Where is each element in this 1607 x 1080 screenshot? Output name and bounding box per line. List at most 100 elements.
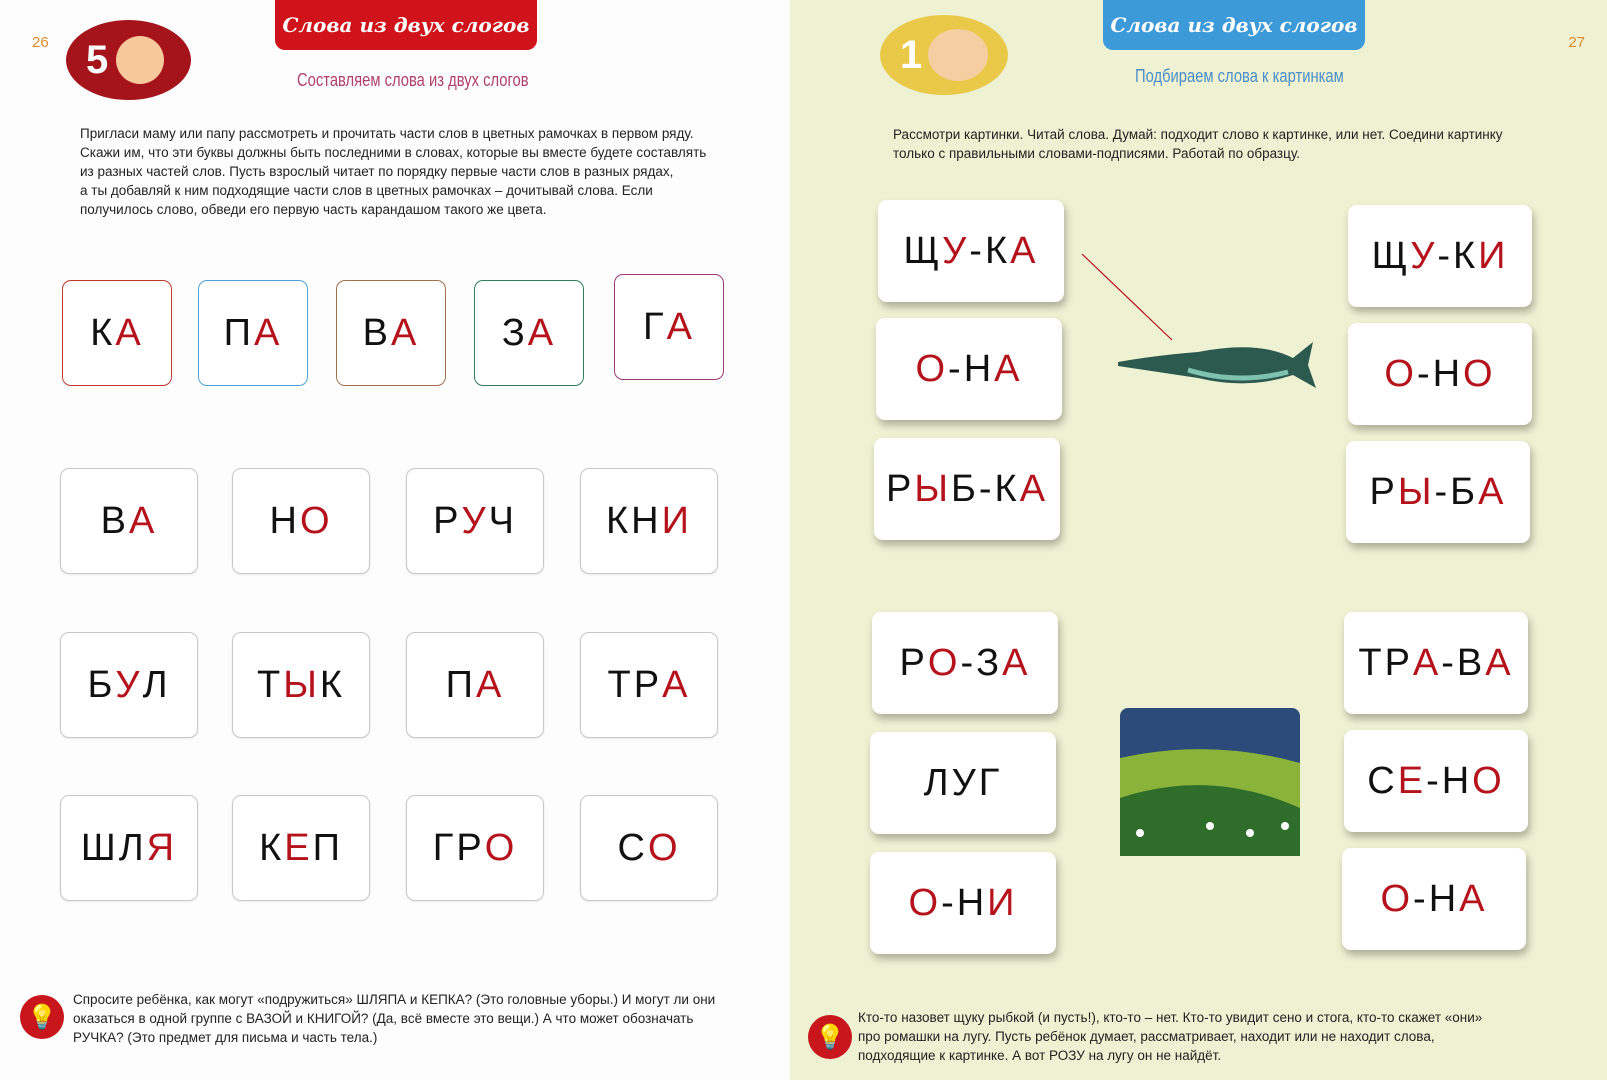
black-letters: С bbox=[1367, 759, 1398, 802]
red-letters: Ы bbox=[283, 663, 320, 706]
mother-child-icon bbox=[928, 29, 989, 81]
page-number: 26 bbox=[32, 34, 49, 51]
syllable-card: Р Ы Б-К А bbox=[874, 438, 1060, 540]
red-letters: А bbox=[115, 311, 144, 354]
subtitle: Составляем слова из двух слогов bbox=[297, 70, 529, 90]
black-letters: З bbox=[501, 311, 528, 354]
note-line: подходящие к картинке. А вот РОЗУ на луг… bbox=[858, 1048, 1222, 1063]
exercise-number: 1 bbox=[900, 32, 923, 77]
red-letters: О bbox=[484, 826, 518, 869]
boy-face-icon bbox=[116, 36, 165, 84]
black-letters: Г bbox=[643, 305, 667, 348]
red-letters: А bbox=[662, 663, 691, 706]
red-letters: А bbox=[994, 347, 1023, 390]
syllable-card: О -Н А bbox=[876, 318, 1062, 420]
parent-note: Спросите ребёнка, как могут «подружиться… bbox=[73, 990, 715, 1047]
red-letters: А bbox=[1002, 641, 1031, 684]
black-letters: П bbox=[312, 826, 343, 869]
black-letters: Р bbox=[433, 499, 462, 542]
instructions: Рассмотри картинки. Читай слова. Думай: … bbox=[893, 125, 1503, 163]
connector-line bbox=[1081, 253, 1173, 341]
instruction-line: только с правильными словами-подписями. … bbox=[893, 146, 1301, 161]
black-letters: К bbox=[319, 663, 345, 706]
red-letters: А bbox=[1019, 467, 1049, 510]
black-letters: Р bbox=[885, 467, 915, 510]
syllable-card: О -Н А bbox=[1342, 848, 1526, 950]
red-letters: О bbox=[908, 881, 942, 924]
lightbulb-icon: 💡 bbox=[808, 1015, 852, 1059]
pike-fish-illustration bbox=[1118, 342, 1316, 388]
black-letters: -В bbox=[1441, 641, 1486, 684]
black-letters: ГР bbox=[432, 826, 485, 869]
black-letters: Щ bbox=[903, 229, 943, 272]
syllable-card: КН И bbox=[580, 468, 718, 574]
red-letters: А bbox=[1459, 877, 1488, 920]
left-page: 26 5 Слова из двух слогов Составляем сло… bbox=[0, 0, 790, 1080]
red-letters: А bbox=[1485, 641, 1514, 684]
red-letters: А bbox=[475, 663, 505, 706]
black-letters: В bbox=[362, 311, 391, 354]
red-letters: О bbox=[927, 641, 961, 684]
red-letters: Я bbox=[146, 826, 178, 869]
black-letters: Р bbox=[899, 641, 928, 684]
red-letters: А bbox=[1478, 470, 1507, 513]
instruction-line: получилось слово, обведи его первую част… bbox=[80, 202, 547, 217]
black-letters: -Б bbox=[1434, 470, 1479, 513]
instruction-line: Скажи им, что эти буквы должны быть посл… bbox=[80, 145, 707, 160]
red-letters: А bbox=[527, 311, 557, 354]
lightbulb-icon: 💡 bbox=[20, 995, 64, 1039]
instruction-line: а ты добавляй к ним подходящие части сло… bbox=[80, 183, 653, 198]
syllable-card: С Е -Н О bbox=[1344, 730, 1528, 832]
instruction-line: из разных частей слов. Пусть взрослый чи… bbox=[80, 164, 674, 179]
red-letters: И bbox=[987, 881, 1018, 924]
syllable-card: Р О -З А bbox=[872, 612, 1058, 714]
instructions: Пригласи маму или папу рассмотреть и про… bbox=[80, 124, 706, 219]
black-letters: -Н bbox=[1413, 877, 1460, 920]
red-letters: О bbox=[1472, 759, 1505, 802]
red-letters: У bbox=[115, 663, 143, 706]
syllable-card: Щ У -К И bbox=[1348, 205, 1532, 307]
note-line: РУЧКА? (Это предмет для письма и часть т… bbox=[73, 1030, 378, 1045]
red-letters: У bbox=[461, 499, 489, 542]
note-line: про ромашки на лугу. Пусть ребёнок думае… bbox=[858, 1029, 1435, 1044]
meadow-illustration bbox=[1120, 708, 1300, 856]
note-line: оказаться в одной группе с ВАЗОЙ и КНИГО… bbox=[73, 1011, 694, 1026]
black-letters: ЛУГ bbox=[923, 761, 1003, 804]
black-letters: Н bbox=[269, 499, 300, 542]
note-line: Спросите ребёнка, как могут «подружиться… bbox=[73, 992, 716, 1007]
syllable-card: ГР О bbox=[406, 795, 544, 901]
exercise-badge: 1 bbox=[880, 15, 1008, 95]
red-letters: Ы bbox=[914, 467, 951, 510]
black-letters: П bbox=[223, 311, 254, 354]
black-letters: ТР bbox=[607, 663, 663, 706]
note-line: Кто-то назовет щуку рыбкой (и пусть!), к… bbox=[858, 1010, 1483, 1025]
black-letters: -Н bbox=[941, 881, 988, 924]
syllable-card: ТР А bbox=[580, 632, 718, 738]
black-letters: -З bbox=[960, 641, 1003, 684]
red-letters: У bbox=[942, 229, 970, 272]
red-letters: А bbox=[1412, 641, 1442, 684]
black-letters: В bbox=[100, 499, 129, 542]
black-letters: К bbox=[90, 311, 116, 354]
red-letters: А bbox=[129, 499, 158, 542]
black-letters: -К bbox=[969, 229, 1011, 272]
syllable-card: Р Ы -Б А bbox=[1346, 441, 1530, 543]
syllable-card: ТР А -В А bbox=[1344, 612, 1528, 714]
page-number: 27 bbox=[1568, 34, 1585, 51]
black-letters: ТР bbox=[1358, 641, 1413, 684]
black-letters: Б-К bbox=[950, 467, 1020, 510]
black-letters: К bbox=[259, 826, 285, 869]
black-letters: ШЛ bbox=[80, 826, 147, 869]
red-letters: Ы bbox=[1397, 470, 1435, 513]
